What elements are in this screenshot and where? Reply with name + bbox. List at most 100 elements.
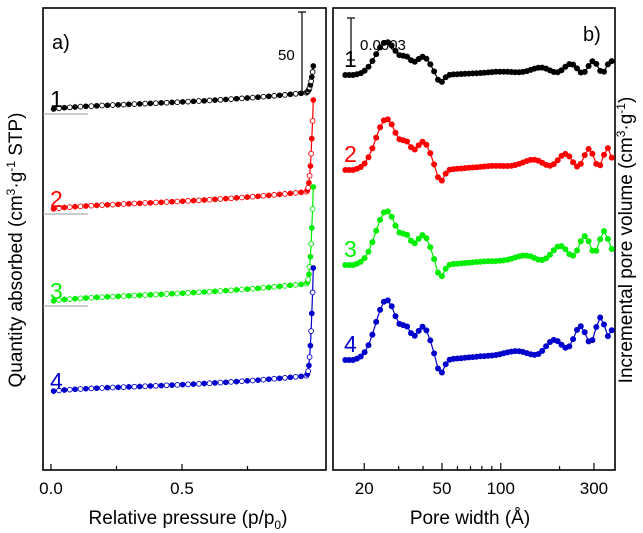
psd-point-2 <box>589 150 596 157</box>
psd-point-4 <box>442 361 449 368</box>
psd-point-4 <box>577 323 584 330</box>
psd-point-1 <box>392 47 399 54</box>
isotherm-point-3 <box>126 292 132 299</box>
psd-point-4 <box>570 336 577 343</box>
isotherm-point-3 <box>169 290 175 297</box>
psd-point-1 <box>593 60 600 67</box>
isotherm-point-3 <box>308 240 314 247</box>
isotherm-point-3 <box>305 276 312 283</box>
psd-point-1 <box>558 67 565 74</box>
psd-point-2 <box>566 153 573 160</box>
isotherm-point-4 <box>309 289 316 296</box>
panel-b-frame <box>332 7 616 471</box>
panel-b-xtick-label: 20 <box>355 479 374 498</box>
isotherm-point-4 <box>276 375 283 382</box>
panel-a-xtick-label: 0.5 <box>170 479 194 498</box>
isotherm-point-3 <box>255 285 261 292</box>
psd-point-3 <box>423 235 430 242</box>
psd-point-3 <box>558 243 565 250</box>
panel-a-frame <box>42 7 327 471</box>
psd-point-3 <box>574 247 580 254</box>
psd-point-2 <box>384 116 391 123</box>
psd-point-3 <box>357 258 364 265</box>
isotherm-point-3 <box>50 298 57 304</box>
isotherm-point-2 <box>305 184 312 191</box>
psd-point-2 <box>357 164 364 170</box>
psd-point-4 <box>435 365 441 372</box>
psd-point-1 <box>377 44 384 51</box>
psd-point-4 <box>601 321 607 328</box>
psd-point-3 <box>442 265 449 272</box>
isotherm-point-3 <box>109 293 116 300</box>
isotherm-point-2 <box>185 198 191 204</box>
isotherm-point-2 <box>308 150 314 157</box>
psd-point-4 <box>589 337 596 344</box>
isotherm-point-2 <box>276 191 283 198</box>
psd-point-4 <box>431 350 438 357</box>
psd-point-4 <box>597 314 604 321</box>
isotherm-point-3 <box>309 206 316 212</box>
isotherm-point-1 <box>109 102 116 108</box>
isotherm-point-2 <box>222 195 229 202</box>
isotherm-point-1 <box>136 101 143 107</box>
isotherm-point-3 <box>196 289 202 296</box>
isotherm-point-1 <box>163 99 170 106</box>
isotherm-point-4 <box>310 265 317 271</box>
isotherm-point-1 <box>244 95 251 101</box>
psd-point-4 <box>365 342 372 349</box>
isotherm-point-4 <box>239 378 245 385</box>
psd-point-4 <box>423 327 430 334</box>
psd-point-2 <box>438 177 445 184</box>
isotherm-point-4 <box>61 387 68 393</box>
psd-point-4 <box>438 369 445 376</box>
isotherm-point-3 <box>61 296 68 303</box>
isotherm-point-4 <box>83 385 89 392</box>
isotherm-point-2 <box>152 199 159 206</box>
isotherm-point-3 <box>83 295 89 301</box>
isotherm-point-3 <box>174 290 181 297</box>
isotherm-point-2 <box>131 200 138 207</box>
panel-b-xtick-label: 50 <box>433 479 452 498</box>
isotherm-point-2 <box>244 194 251 200</box>
isotherm-point-3 <box>271 284 278 290</box>
isotherm-point-1 <box>309 69 316 75</box>
psd-point-2 <box>435 174 441 181</box>
isotherm-point-2 <box>158 199 165 206</box>
isotherm-label-1: 1 <box>50 86 63 112</box>
isotherm-point-1 <box>310 63 317 69</box>
psd-point-3 <box>435 269 441 276</box>
isotherm-point-3 <box>287 282 294 289</box>
isotherm-point-3 <box>120 293 127 299</box>
psd-point-3 <box>550 247 557 254</box>
psd-point-3 <box>392 222 399 229</box>
isotherm-point-3 <box>206 288 213 295</box>
isotherm-point-3 <box>77 295 84 302</box>
psd-point-3 <box>361 255 368 262</box>
isotherm-point-2 <box>306 180 312 186</box>
psd-point-4 <box>384 297 391 304</box>
isotherm-point-2 <box>310 97 317 103</box>
psd-point-1 <box>585 63 592 69</box>
isotherm-point-4 <box>56 387 62 394</box>
psd-point-3 <box>365 248 372 255</box>
panel-b-xtick-label: 100 <box>487 479 515 498</box>
panel-a-scale-label: 50 <box>278 47 295 64</box>
isotherm-point-2 <box>292 190 299 196</box>
psd-point-2 <box>431 161 438 168</box>
isotherm-point-2 <box>72 203 78 210</box>
psd-point-4 <box>392 313 399 320</box>
psd-point-3 <box>384 208 391 215</box>
psd-point-3 <box>377 216 384 223</box>
psd-point-2 <box>427 150 434 157</box>
isotherm-point-3 <box>93 294 100 301</box>
isotherm-point-1 <box>196 98 202 104</box>
isotherm-point-4 <box>306 354 313 360</box>
psd-point-2 <box>608 154 615 161</box>
isotherm-point-2 <box>308 135 315 142</box>
psd-point-2 <box>570 159 577 166</box>
psd-point-4 <box>373 318 380 325</box>
isotherm-point-1 <box>206 97 213 104</box>
isotherm-point-4 <box>287 374 294 381</box>
psd-point-3 <box>388 213 395 220</box>
isotherm-point-3 <box>136 292 143 299</box>
